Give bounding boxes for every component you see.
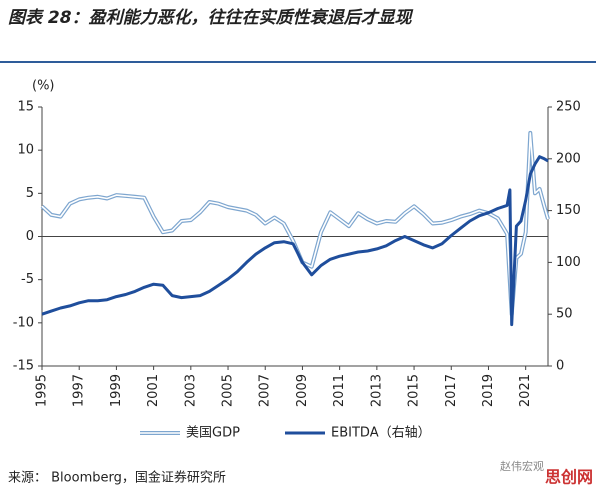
- x-tick-label: 1997: [72, 374, 87, 407]
- y-tick-label: -10: [13, 315, 34, 330]
- y-tick-label: 0: [26, 229, 34, 244]
- gdp-line-inner: [41, 132, 549, 315]
- x-tick-label: 2017: [444, 374, 459, 407]
- y-tick-label: 10: [17, 143, 34, 158]
- y2-tick-label: 200: [556, 151, 581, 166]
- x-tick-label: 1995: [35, 374, 50, 407]
- y-tick-label: -5: [21, 272, 34, 287]
- y2-tick-label: 50: [556, 307, 573, 322]
- y-tick-label: 15: [17, 100, 34, 115]
- y-tick-label: 5: [26, 186, 34, 201]
- x-tick-label: 2001: [146, 374, 161, 407]
- gdp-line: [40, 130, 550, 317]
- x-tick-label: 1999: [109, 374, 124, 407]
- y-axis-label: (%): [32, 79, 55, 94]
- x-tick-label: 2005: [221, 374, 236, 407]
- x-tick-label: 2015: [407, 374, 422, 407]
- x-tick-label: 2011: [332, 374, 347, 407]
- x-tick-label: 2003: [183, 374, 198, 407]
- y2-tick-label: 100: [556, 255, 581, 270]
- y2-tick-label: 250: [556, 100, 581, 115]
- watermark: 赵伟宏观: [500, 459, 544, 473]
- chart-title: 图表 28：盈利能力恶化，往往在实质性衰退后才显现: [8, 8, 414, 28]
- legend-label: EBITDA（右轴）: [331, 426, 431, 441]
- y-tick-label: -15: [13, 359, 34, 374]
- source: 来源： Bloomberg，国金证券研究所: [8, 470, 226, 486]
- y2-tick-label: 150: [556, 203, 581, 218]
- legend-label: 美国GDP: [186, 426, 240, 441]
- y2-tick-label: 0: [556, 359, 564, 374]
- x-tick-label: 2013: [369, 374, 384, 407]
- ebitda-line: [41, 155, 549, 327]
- x-tick-label: 2007: [258, 374, 273, 407]
- watermark: 思创网: [545, 468, 593, 487]
- x-tick-label: 2021: [518, 374, 533, 407]
- x-tick-label: 2009: [295, 374, 310, 407]
- x-tick-label: 2019: [481, 374, 496, 407]
